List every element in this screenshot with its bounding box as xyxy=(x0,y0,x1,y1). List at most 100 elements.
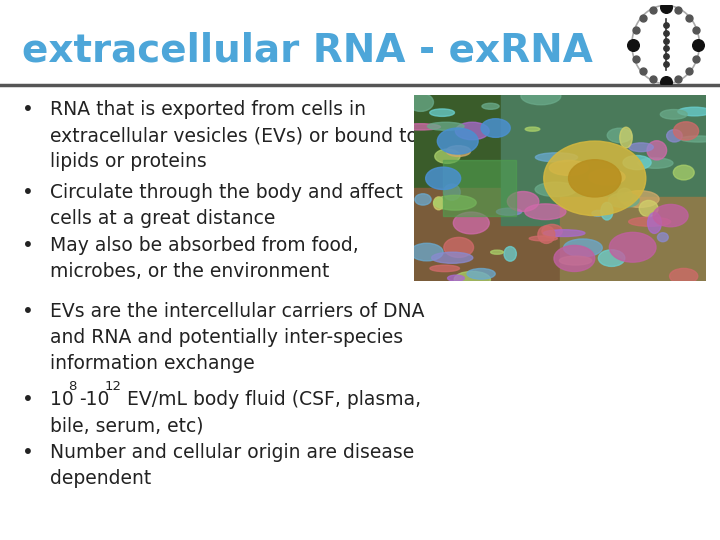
Ellipse shape xyxy=(444,238,474,258)
Text: •: • xyxy=(22,236,34,255)
Point xyxy=(693,40,704,49)
Ellipse shape xyxy=(623,156,651,170)
Circle shape xyxy=(481,119,510,137)
Ellipse shape xyxy=(430,109,454,117)
Bar xyxy=(560,197,706,281)
Ellipse shape xyxy=(435,149,460,164)
Point xyxy=(672,75,684,84)
Ellipse shape xyxy=(607,128,632,143)
Ellipse shape xyxy=(589,169,625,185)
Ellipse shape xyxy=(569,160,621,197)
Text: Number and cellular origin are disease: Number and cellular origin are disease xyxy=(50,443,414,462)
Text: •: • xyxy=(22,183,34,202)
Point xyxy=(660,36,671,45)
Ellipse shape xyxy=(431,252,473,264)
Ellipse shape xyxy=(430,265,459,272)
Point xyxy=(690,26,701,35)
Ellipse shape xyxy=(638,158,673,168)
Ellipse shape xyxy=(542,224,562,238)
Ellipse shape xyxy=(455,122,489,140)
Text: extracellular RNA - exRNA: extracellular RNA - exRNA xyxy=(22,31,593,69)
Text: dependent: dependent xyxy=(50,469,151,488)
Text: extracellular vesicles (EVs) or bound to: extracellular vesicles (EVs) or bound to xyxy=(50,126,418,145)
Ellipse shape xyxy=(415,194,431,205)
Point xyxy=(637,14,649,22)
Text: RNA that is exported from cells in: RNA that is exported from cells in xyxy=(50,100,366,119)
Text: lipids or proteins: lipids or proteins xyxy=(50,152,207,171)
Ellipse shape xyxy=(454,272,490,287)
Ellipse shape xyxy=(446,146,471,157)
Point xyxy=(660,29,671,37)
Text: •: • xyxy=(22,100,34,119)
Ellipse shape xyxy=(504,247,516,261)
Text: microbes, or the environment: microbes, or the environment xyxy=(50,262,329,281)
Ellipse shape xyxy=(592,211,603,217)
Ellipse shape xyxy=(444,184,460,200)
Ellipse shape xyxy=(508,192,539,211)
Ellipse shape xyxy=(680,136,716,142)
Point xyxy=(672,5,684,14)
Text: •: • xyxy=(22,443,34,462)
Ellipse shape xyxy=(564,239,602,257)
Ellipse shape xyxy=(467,268,495,279)
Text: 12: 12 xyxy=(105,380,122,393)
Ellipse shape xyxy=(525,127,540,131)
Ellipse shape xyxy=(673,122,698,140)
Ellipse shape xyxy=(538,226,555,244)
Text: •: • xyxy=(22,302,34,321)
Point xyxy=(683,14,694,22)
Point xyxy=(683,67,694,76)
Text: Circulate through the body and affect: Circulate through the body and affect xyxy=(50,183,403,202)
Text: and RNA and potentially inter-species: and RNA and potentially inter-species xyxy=(50,328,403,347)
Ellipse shape xyxy=(647,213,662,233)
Ellipse shape xyxy=(482,103,499,109)
Text: bile, serum, etc): bile, serum, etc) xyxy=(50,416,204,435)
Ellipse shape xyxy=(490,250,503,254)
Text: information exchange: information exchange xyxy=(50,354,255,373)
Text: -10: -10 xyxy=(79,390,109,409)
Ellipse shape xyxy=(670,268,698,284)
Ellipse shape xyxy=(608,193,639,207)
Ellipse shape xyxy=(521,87,561,105)
Ellipse shape xyxy=(549,160,588,176)
Text: cells at a great distance: cells at a great distance xyxy=(50,209,275,228)
Point xyxy=(630,26,642,35)
Point xyxy=(647,75,659,84)
Point xyxy=(690,55,701,63)
Ellipse shape xyxy=(667,130,683,142)
Ellipse shape xyxy=(400,124,441,130)
Bar xyxy=(414,187,560,281)
Ellipse shape xyxy=(673,165,694,180)
Text: EVs are the intercellular carriers of DNA: EVs are the intercellular carriers of DN… xyxy=(50,302,425,321)
Point xyxy=(660,21,671,29)
Ellipse shape xyxy=(454,212,490,234)
Ellipse shape xyxy=(629,217,671,226)
Point xyxy=(630,55,642,63)
Point xyxy=(660,60,671,69)
Ellipse shape xyxy=(621,191,659,207)
Point xyxy=(660,3,671,11)
Ellipse shape xyxy=(535,182,577,197)
Ellipse shape xyxy=(639,200,658,217)
Point xyxy=(660,52,671,60)
Bar xyxy=(443,160,516,215)
Bar xyxy=(501,94,706,225)
Ellipse shape xyxy=(647,141,667,160)
Ellipse shape xyxy=(433,197,444,210)
Text: May also be absorbed from food,: May also be absorbed from food, xyxy=(50,236,359,255)
Point xyxy=(628,40,639,49)
Ellipse shape xyxy=(433,195,476,210)
Ellipse shape xyxy=(529,236,557,241)
Text: EV/mL body fluid (CSF, plasma,: EV/mL body fluid (CSF, plasma, xyxy=(121,390,421,409)
Ellipse shape xyxy=(618,188,632,201)
Circle shape xyxy=(653,205,688,227)
Ellipse shape xyxy=(544,230,585,237)
Text: 8: 8 xyxy=(68,380,76,393)
Ellipse shape xyxy=(660,110,687,119)
Circle shape xyxy=(554,245,595,272)
Ellipse shape xyxy=(598,250,625,266)
Ellipse shape xyxy=(496,208,521,215)
Ellipse shape xyxy=(678,107,711,116)
Ellipse shape xyxy=(601,202,613,220)
Ellipse shape xyxy=(657,233,668,242)
